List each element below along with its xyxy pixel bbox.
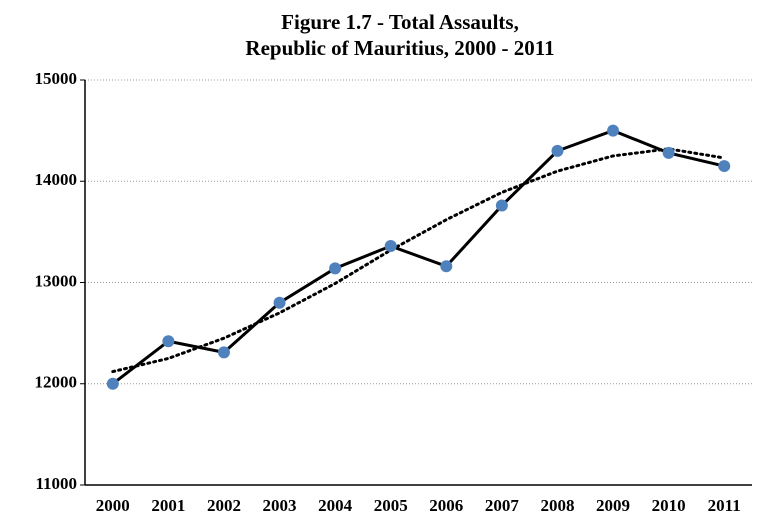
data-point bbox=[217, 346, 230, 359]
x-tick-label: 2002 bbox=[207, 496, 241, 515]
data-point bbox=[162, 335, 175, 348]
y-tick-label: 12000 bbox=[35, 373, 78, 392]
y-tick-label: 14000 bbox=[35, 170, 78, 189]
data-point bbox=[384, 240, 397, 253]
x-tick-label: 2003 bbox=[263, 496, 297, 515]
y-tick-label: 13000 bbox=[35, 271, 78, 290]
data-point bbox=[329, 262, 342, 275]
chart-title: Figure 1.7 - Total Assaults, bbox=[281, 10, 519, 34]
data-point bbox=[106, 377, 119, 390]
x-tick-label: 2000 bbox=[96, 496, 130, 515]
x-tick-label: 2011 bbox=[708, 496, 741, 515]
trend-line bbox=[111, 147, 726, 374]
data-point bbox=[273, 296, 286, 309]
x-tick-label: 2008 bbox=[540, 496, 574, 515]
data-point bbox=[551, 144, 564, 157]
x-tick-label: 2006 bbox=[429, 496, 463, 515]
x-tick-label: 2010 bbox=[652, 496, 686, 515]
x-tick-label: 2001 bbox=[151, 496, 185, 515]
x-tick-label: 2005 bbox=[374, 496, 408, 515]
data-point bbox=[495, 199, 508, 212]
y-tick-label: 15000 bbox=[35, 69, 78, 88]
data-point bbox=[607, 124, 620, 137]
x-tick-label: 2004 bbox=[318, 496, 353, 515]
data-point bbox=[440, 260, 453, 273]
x-tick-label: 2009 bbox=[596, 496, 630, 515]
data-point bbox=[718, 160, 731, 173]
chart-title: Republic of Mauritius, 2000 - 2011 bbox=[245, 36, 554, 60]
y-tick-label: 11000 bbox=[35, 474, 77, 493]
x-tick-label: 2007 bbox=[485, 496, 520, 515]
data-line bbox=[111, 129, 725, 385]
data-point bbox=[662, 146, 675, 159]
